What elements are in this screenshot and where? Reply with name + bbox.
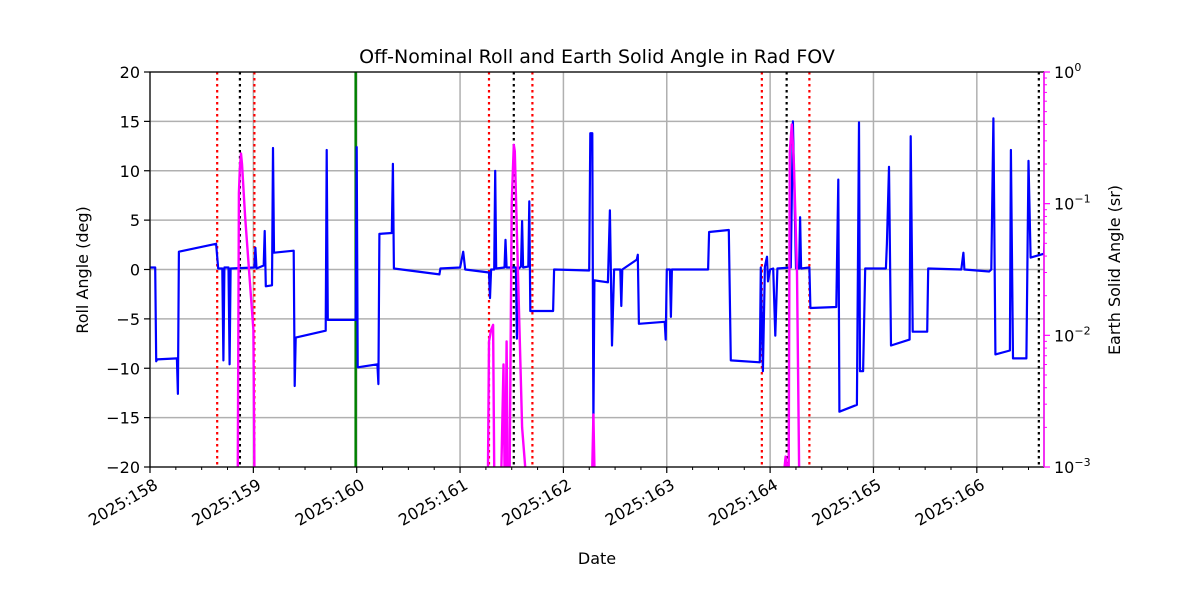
series-layer xyxy=(150,117,1044,467)
y-tick-label: −10 xyxy=(106,359,140,378)
y-tick-label: 0 xyxy=(130,261,140,280)
x-tick-label: 2025:166 xyxy=(912,475,988,530)
y2-tick-label: 10−2 xyxy=(1054,324,1091,345)
y-tick-label: 15 xyxy=(120,112,140,131)
x-tick-label: 2025:165 xyxy=(809,475,885,530)
y-tick-label: −15 xyxy=(106,409,140,428)
y-axis-label: Roll Angle (deg) xyxy=(73,206,92,333)
earth-solid-angle-series xyxy=(486,323,496,467)
x-tick-label: 2025:159 xyxy=(188,475,264,530)
earth-solid-angle-series xyxy=(591,413,596,467)
x-tick-label: 2025:160 xyxy=(292,475,368,530)
x-tick-label: 2025:163 xyxy=(602,475,678,530)
earth-solid-angle-series xyxy=(787,123,801,467)
x-tick-label: 2025:164 xyxy=(705,475,781,530)
y-tick-label: −5 xyxy=(116,310,140,329)
x-tick-label: 2025:162 xyxy=(499,475,575,530)
y2-tick-label: 10−3 xyxy=(1054,456,1091,477)
y-tick-label: −20 xyxy=(106,458,140,477)
y-tick-label: 20 xyxy=(120,63,140,82)
axis-layer: 2025:158 2025:159 2025:160 2025:161 2025:162… xyxy=(85,61,1090,530)
roll-angle-series xyxy=(150,117,1044,427)
x-tick-label: 2025:161 xyxy=(395,475,471,530)
earth-solid-angle-series xyxy=(236,152,256,467)
y2-tick-label: 10−1 xyxy=(1054,193,1091,214)
earth-solid-angle-series xyxy=(508,143,527,467)
chart-title: Off-Nominal Roll and Earth Solid Angle i… xyxy=(359,46,835,68)
x-tick-label: 2025:158 xyxy=(85,475,161,530)
x-axis-label: Date xyxy=(578,549,616,568)
earth-solid-angle-series xyxy=(783,455,788,467)
earth-solid-angle-series xyxy=(504,340,509,467)
y2-tick-label: 100 xyxy=(1054,61,1081,82)
earth-solid-angle-series xyxy=(500,363,506,467)
y2-axis-label: Earth Solid Angle (sr) xyxy=(1105,185,1124,355)
y-tick-label: 10 xyxy=(120,162,140,181)
y-tick-label: 5 xyxy=(130,211,140,230)
